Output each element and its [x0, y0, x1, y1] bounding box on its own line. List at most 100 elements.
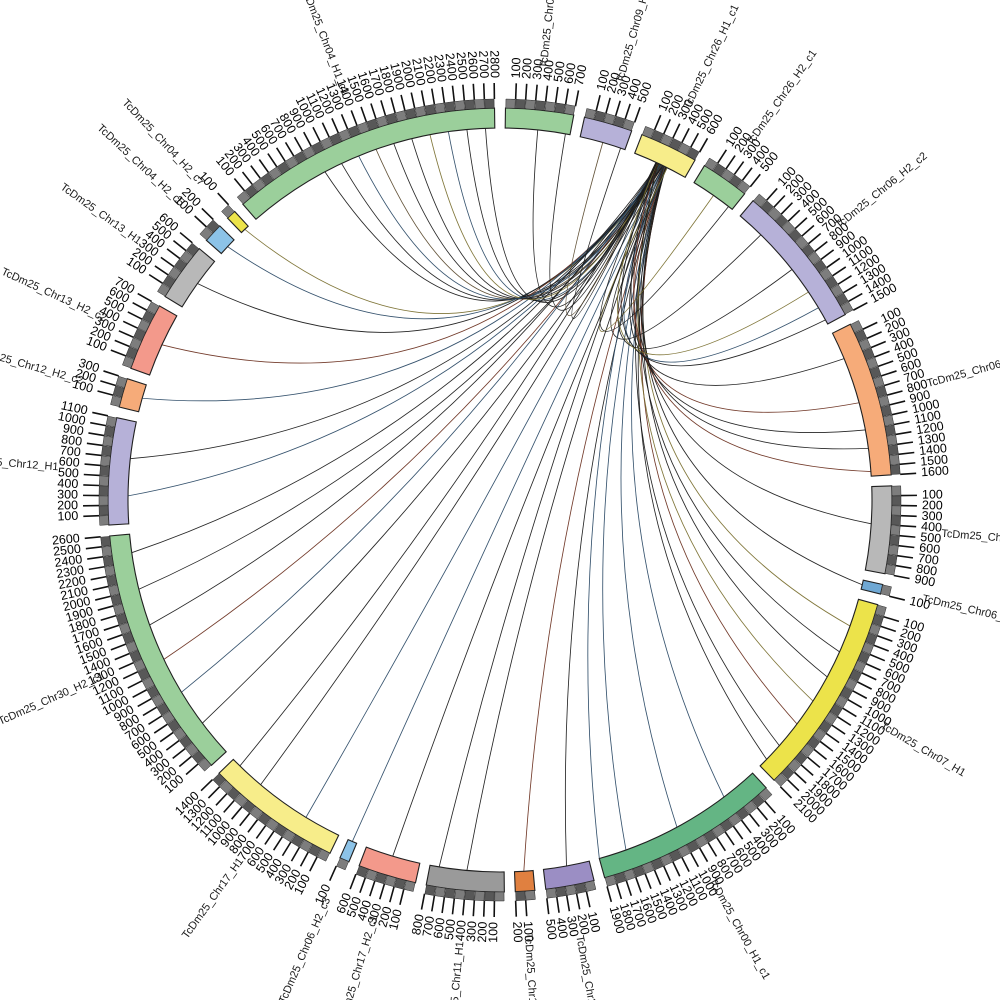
tick-label: 300	[365, 902, 384, 926]
sector-label: TcDm25_Chr26_H1_c1	[682, 3, 742, 111]
tick-label: 400	[453, 920, 469, 942]
sector-arc[interactable]	[339, 838, 358, 863]
sector-arc[interactable]	[633, 133, 696, 179]
tick-label: 700	[59, 443, 81, 459]
axis-tick	[787, 209, 801, 222]
axis-tick	[524, 83, 528, 100]
sector-ring-segment	[98, 495, 109, 506]
sector-label: TcDm25_Chr04_H1_c1	[299, 0, 351, 97]
tick-label: 300	[530, 58, 546, 80]
tick-label: 400	[554, 917, 571, 940]
sector-ring-segment	[129, 337, 142, 350]
axis-tick	[585, 891, 591, 908]
sector-arcs-layer	[98, 98, 902, 902]
axis-tick	[431, 895, 436, 912]
chord-link	[466, 166, 665, 871]
axis-tick	[554, 86, 559, 103]
tick-label: 600	[919, 540, 941, 556]
sector-ring-segment	[474, 99, 485, 110]
sector-ring-segment	[884, 564, 896, 576]
axis-tick	[606, 886, 613, 903]
sector-ring-segment	[554, 102, 566, 114]
axis-tick	[431, 88, 436, 105]
axis-tick	[575, 893, 581, 910]
axis-tick	[644, 873, 652, 889]
axis-tick	[842, 707, 857, 718]
sector-ring-segment	[668, 849, 682, 863]
tick-label: 500	[543, 918, 559, 940]
tick-label: 400	[624, 77, 644, 101]
axis-tick	[546, 898, 550, 915]
sector-ring-segment	[712, 163, 727, 177]
sector-arc[interactable]	[759, 598, 879, 782]
tick-label: 1500	[920, 452, 949, 468]
chord-link	[637, 163, 814, 702]
sector-ring-segment	[302, 146, 316, 160]
axis-tick	[756, 807, 769, 821]
sector-label: TcDm25_Chr04_H2_c5	[95, 122, 187, 209]
sector-ring-segment	[869, 366, 882, 379]
tick-label: 500	[551, 60, 568, 83]
tick-label: 2100	[409, 57, 428, 87]
chord-link	[549, 133, 658, 311]
sector-ring-segment	[874, 604, 887, 617]
sector-ring-segment	[834, 695, 848, 709]
tick-label: 1000	[911, 397, 941, 417]
axis-tick	[85, 452, 102, 457]
sector-arc[interactable]	[860, 579, 884, 595]
axis-tick	[690, 132, 700, 148]
chord-link	[351, 165, 665, 842]
axis-tick	[110, 349, 127, 357]
sector-ring-segment	[122, 631, 135, 645]
sector-ring-segment	[565, 884, 577, 896]
chord-link	[631, 166, 725, 798]
sector-arc[interactable]	[864, 485, 893, 575]
axis-tick	[350, 110, 358, 126]
sector-label: TcDm25_Chr25_H1	[573, 934, 602, 1000]
tick-label: 700	[902, 366, 926, 385]
sector-ring-segment	[641, 861, 655, 874]
sector-label: TcDm25_Chr06_H2_c3	[277, 896, 333, 1000]
sector-ring-segment	[839, 686, 853, 700]
axis-tick	[663, 865, 672, 881]
sector-arc[interactable]	[513, 869, 536, 893]
sector-ring-segment	[800, 743, 815, 758]
sector-ring-segment	[807, 251, 821, 265]
axis-tick	[889, 400, 906, 406]
sector-ring-segment	[854, 329, 868, 343]
sector-ring-segment	[329, 132, 343, 146]
axis-tick	[148, 273, 164, 284]
sector-ring-segment	[185, 242, 200, 257]
tick-label: 2600	[465, 51, 481, 80]
sector-ring-segment	[719, 818, 734, 833]
axis-tick	[698, 137, 709, 153]
sector-arc[interactable]	[118, 377, 147, 413]
sector-ring-segment	[454, 889, 466, 900]
sector-arc[interactable]	[164, 247, 216, 308]
sector-ring-segment	[829, 703, 843, 717]
tick-label: 2400	[54, 552, 84, 570]
axis-tick	[451, 85, 456, 102]
axis-tick	[172, 240, 187, 252]
chord-link	[181, 163, 660, 693]
sector-ring-segment	[857, 651, 871, 664]
axis-tick	[472, 83, 476, 100]
tick-label: 300	[564, 915, 581, 938]
sector-ring-segment	[112, 385, 125, 398]
axis-tick	[303, 131, 312, 147]
sector-ring-segment	[308, 844, 322, 858]
tick-label: 200	[510, 921, 525, 942]
sector-arc[interactable]	[739, 199, 847, 325]
sector-arc[interactable]	[358, 846, 421, 884]
chord-link	[131, 163, 660, 554]
chord-link	[127, 165, 664, 497]
sector-ring-segment	[444, 887, 456, 899]
sector-ring-segment	[686, 147, 700, 161]
axis-tick	[524, 900, 528, 917]
axis-tick	[132, 689, 148, 699]
sector-ring-segment	[103, 425, 116, 437]
tick-label: 400	[354, 898, 374, 922]
sector-ring-segment	[167, 266, 182, 281]
axis-tick	[390, 97, 396, 114]
tick-label: 100	[509, 57, 524, 78]
